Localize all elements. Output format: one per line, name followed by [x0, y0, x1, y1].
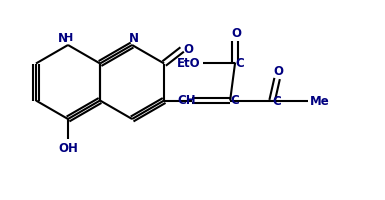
Text: H: H: [64, 33, 74, 43]
Text: N: N: [129, 32, 139, 45]
Text: C: C: [231, 94, 239, 106]
Text: EtO: EtO: [177, 57, 201, 70]
Text: Me: Me: [310, 95, 330, 107]
Text: C: C: [273, 95, 281, 107]
Text: N: N: [58, 31, 68, 44]
Text: CH: CH: [178, 94, 196, 106]
Text: C: C: [236, 57, 244, 70]
Text: O: O: [273, 65, 283, 78]
Text: OH: OH: [58, 142, 78, 155]
Text: O: O: [183, 43, 193, 56]
Text: O: O: [231, 27, 241, 40]
